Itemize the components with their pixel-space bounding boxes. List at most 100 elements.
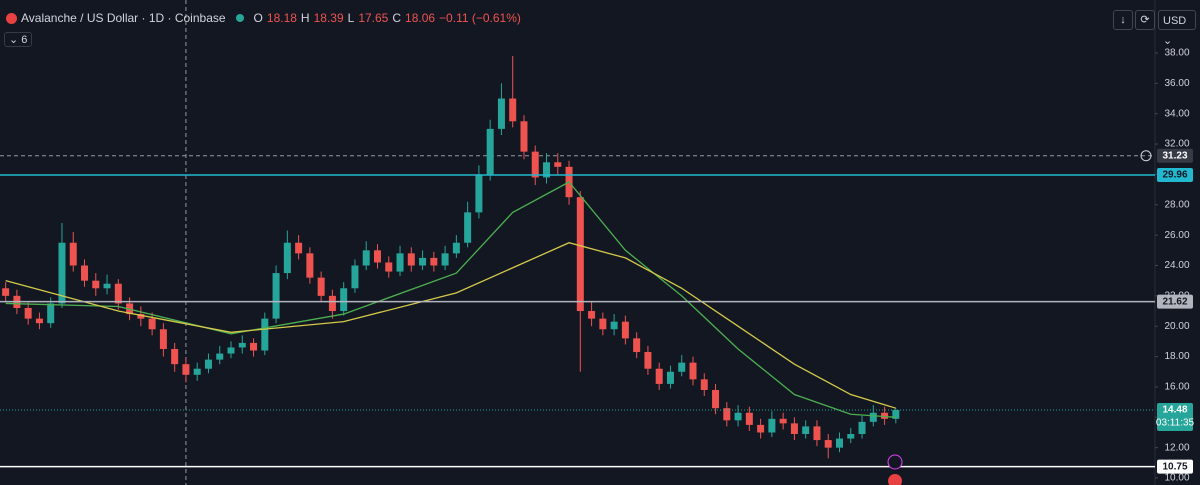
candle-body	[712, 389, 720, 409]
candle-body	[351, 265, 359, 289]
candle-body	[385, 262, 393, 272]
candle-body	[655, 368, 663, 384]
candle-body	[396, 253, 404, 272]
candle-body	[847, 433, 855, 439]
candle-body	[295, 242, 303, 254]
crosshair-label-bg	[1157, 148, 1193, 163]
candle-body	[824, 440, 832, 448]
candle-body	[58, 242, 66, 304]
low: 17.65	[358, 11, 389, 25]
candle-body	[588, 311, 596, 319]
candle-body	[768, 418, 776, 433]
level-label-bg	[1157, 168, 1193, 183]
candle-body	[441, 253, 449, 266]
candle-body	[317, 277, 325, 296]
status-dot	[235, 14, 244, 22]
candle-body	[835, 438, 843, 448]
candle-body	[858, 421, 866, 434]
candle-body	[700, 379, 708, 390]
candle-body	[283, 242, 291, 274]
y-tick-label: 10.00	[1164, 473, 1189, 484]
candle-body	[137, 314, 145, 319]
y-tick-label: 36.00	[1164, 78, 1189, 89]
add-alert-button[interactable]	[1140, 150, 1152, 162]
level-label-bg	[1157, 459, 1193, 474]
candle-body	[610, 321, 618, 330]
candle-body	[430, 257, 438, 266]
currency: USD	[1163, 15, 1187, 27]
refresh-button[interactable]: ⟳	[1135, 10, 1155, 30]
logo	[6, 12, 17, 24]
candle-body	[621, 321, 629, 339]
o-label: O	[253, 11, 263, 25]
candle-body	[509, 98, 517, 122]
level-label-bg	[1157, 294, 1193, 309]
candle-body	[869, 412, 877, 422]
candle-body	[790, 423, 798, 434]
candle-body	[599, 318, 607, 330]
candle-body	[69, 242, 77, 266]
candle-body	[328, 295, 336, 312]
candle-body	[475, 174, 483, 213]
candle-body	[486, 128, 494, 175]
candle-body	[554, 162, 562, 167]
candle-body	[464, 212, 472, 243]
candle-body	[779, 418, 787, 424]
candle-body	[171, 348, 179, 365]
candle-body	[678, 362, 686, 372]
moving-average	[5, 181, 896, 418]
level-label: 10.75	[1162, 461, 1187, 472]
candle-body	[216, 353, 224, 360]
y-tick-label: 28.00	[1164, 199, 1189, 210]
indicator-count: 6	[21, 34, 28, 46]
h-label: H	[300, 11, 310, 25]
candle-body	[204, 359, 212, 369]
candle-body	[238, 342, 246, 348]
currency-select[interactable]: USD ⌄	[1158, 10, 1196, 47]
candle-body	[757, 424, 765, 433]
candle-body	[497, 98, 505, 129]
candle-body	[520, 121, 528, 152]
candle-body	[227, 347, 235, 354]
y-tick-label: 24.00	[1164, 260, 1189, 271]
open: 18.18	[266, 11, 297, 25]
candle-body	[723, 408, 731, 421]
candle-body	[644, 352, 652, 369]
candle-body	[24, 308, 32, 319]
candle-body	[261, 318, 269, 351]
candle-body	[362, 250, 370, 266]
candle-body	[543, 162, 551, 178]
candle-body	[148, 318, 156, 330]
change: −0.11 (−0.61%)	[439, 11, 521, 25]
candle-body	[35, 318, 43, 324]
y-tick-label: 38.00	[1164, 48, 1189, 59]
level-label: 21.62	[1162, 296, 1187, 307]
candle-body	[813, 426, 821, 441]
close: 18.06	[405, 11, 436, 25]
candle-body	[452, 242, 460, 254]
y-tick-label: 18.00	[1164, 351, 1189, 362]
event-icon	[887, 454, 903, 470]
candle-body	[182, 364, 190, 375]
candle-body	[892, 410, 900, 419]
l-label: L	[347, 11, 355, 25]
candle-body	[47, 303, 55, 324]
countdown: 03:11:35	[1156, 418, 1195, 429]
candle-body	[881, 412, 889, 419]
candle-body	[340, 288, 348, 312]
candle-body	[633, 338, 641, 353]
candle-body	[689, 362, 697, 380]
y-tick-label: 12.00	[1164, 442, 1189, 453]
candle-body	[250, 342, 258, 351]
candle-body	[373, 250, 381, 263]
download-button[interactable]: ↓	[1113, 10, 1133, 30]
level-label: 29.96	[1162, 170, 1187, 181]
candle-body	[159, 329, 167, 349]
candle-body	[407, 253, 415, 266]
candle-body	[802, 426, 810, 434]
indicators-toggle[interactable]: ⌄ 6	[4, 32, 33, 47]
y-tick-label: 34.00	[1164, 108, 1189, 119]
